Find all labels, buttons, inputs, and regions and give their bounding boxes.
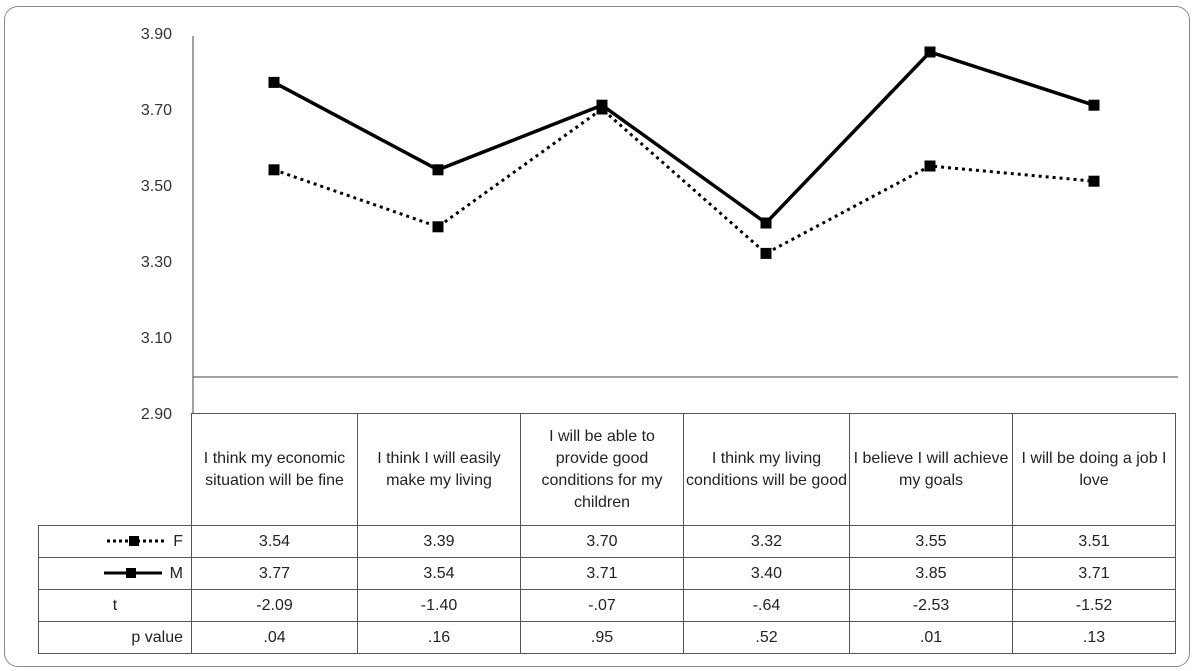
table-cell: -2.09 [191, 589, 358, 622]
row-label-m: M [38, 557, 192, 590]
legend-label-m: M [169, 564, 183, 582]
series-layer [268, 46, 1100, 259]
data-point-m [268, 76, 280, 88]
category-label: I think I will easily make my living [357, 413, 521, 526]
category-label: I believe I will achieve my goals [849, 413, 1013, 526]
table-cell: 3.71 [1012, 557, 1176, 590]
data-point-f [432, 221, 444, 233]
table-cell: .04 [191, 621, 358, 654]
table-cell: 3.77 [191, 557, 358, 590]
category-label: I think my economic situation will be fi… [191, 413, 358, 526]
row-label-p-value: p value [38, 621, 192, 654]
data-point-m [432, 164, 444, 176]
series-line-f [273, 107, 1095, 256]
data-point-m [596, 99, 608, 111]
table-cell: 3.40 [683, 557, 850, 590]
table-cell: -.07 [520, 589, 684, 622]
legend-label-f: F [173, 532, 183, 550]
table-cell: 3.51 [1012, 525, 1176, 558]
y-tick-labels: 3.903.703.503.303.102.90 [141, 26, 172, 423]
table-row-t: t -2.09 -1.40 -.07 -.64 -2.53 -1.52 [38, 589, 1176, 622]
category-header-row: I think my economic situation will be fi… [38, 413, 1176, 526]
table-cell: 3.39 [357, 525, 521, 558]
table-cell: -1.52 [1012, 589, 1176, 622]
table-cell: .13 [1012, 621, 1176, 654]
y-tick-label: 3.10 [141, 330, 172, 347]
table-cell: 3.32 [683, 525, 850, 558]
data-point-m [924, 46, 936, 58]
table-cell: 3.55 [849, 525, 1013, 558]
table-cell: 3.71 [520, 557, 684, 590]
table-row-f: F 3.54 3.39 3.70 3.32 3.55 3.51 [38, 525, 1176, 558]
data-point-f [924, 160, 936, 172]
row-label-f: F [38, 525, 192, 558]
category-label: I think my living conditions will be goo… [683, 413, 850, 526]
table-row-m: M 3.77 3.54 3.71 3.40 3.85 3.71 [38, 557, 1176, 590]
table-corner [38, 413, 192, 526]
legend-key-solid [103, 568, 162, 579]
category-label: I will be doing a job I love [1012, 413, 1176, 526]
y-tick-label: 3.90 [141, 26, 172, 43]
table-cell: -1.40 [357, 589, 521, 622]
data-point-f [760, 247, 772, 259]
table-cell: 3.54 [357, 557, 521, 590]
y-tick-label: 3.70 [141, 102, 172, 119]
y-tick-label: 3.50 [141, 178, 172, 195]
table-cell: .16 [357, 621, 521, 654]
table-cell: .01 [849, 621, 1013, 654]
table-cell: 3.70 [520, 525, 684, 558]
table-cell: .95 [520, 621, 684, 654]
legend-key-dotted [107, 536, 166, 547]
category-label: I will be able to provide good condition… [520, 413, 684, 526]
table-cell: -.64 [683, 589, 850, 622]
series-line-m [273, 49, 1095, 226]
data-point-m [1088, 99, 1100, 111]
data-table: I think my economic situation will be fi… [38, 413, 1176, 654]
data-point-f [268, 164, 280, 176]
row-label-t: t [38, 589, 192, 622]
table-cell: 3.85 [849, 557, 1013, 590]
data-point-m [760, 217, 772, 229]
table-cell: .52 [683, 621, 850, 654]
table-cell: -2.53 [849, 589, 1013, 622]
table-cell: 3.54 [191, 525, 358, 558]
table-row-p-value: p value .04 .16 .95 .52 .01 .13 [38, 621, 1176, 654]
data-point-f [1088, 175, 1100, 187]
y-tick-label: 3.30 [141, 254, 172, 271]
